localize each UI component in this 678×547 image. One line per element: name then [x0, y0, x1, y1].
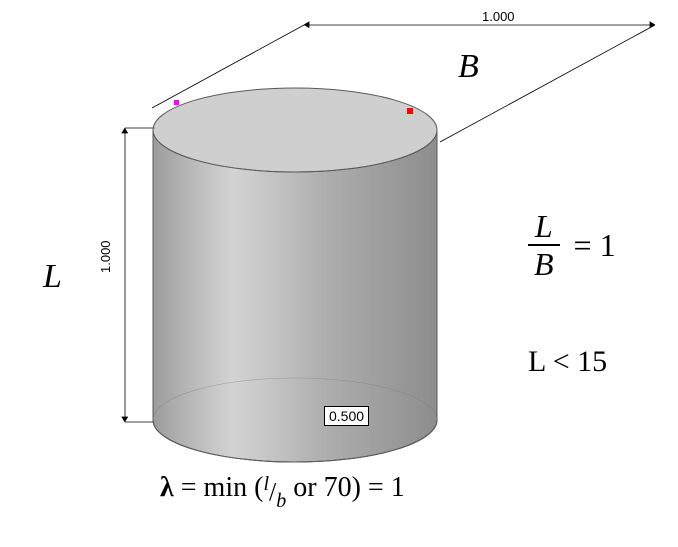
- dimension-l-label: L: [43, 258, 62, 296]
- ratio-numerator: L: [528, 210, 560, 246]
- lambda-frac-den: b: [276, 490, 286, 512]
- formula-constraint: L < 15: [528, 345, 607, 379]
- ratio-denominator: B: [528, 246, 560, 280]
- radius-callout: 0.500: [324, 406, 369, 426]
- cylinder: [153, 88, 437, 462]
- dimension-b-value: 1.000: [480, 9, 517, 24]
- dimension-l-lines: [122, 128, 155, 422]
- formula-ratio: L B = 1: [528, 210, 616, 280]
- marker-magenta: [174, 100, 179, 105]
- dimension-l-value: 1.000: [98, 238, 113, 275]
- ratio-rhs: = 1: [574, 227, 616, 263]
- marker-red: [407, 108, 413, 114]
- dimension-b-label: B: [458, 48, 479, 86]
- lambda-suffix: or 70) = 1: [286, 472, 404, 503]
- formula-lambda: λ = min (l/b or 70) = 1: [160, 472, 405, 513]
